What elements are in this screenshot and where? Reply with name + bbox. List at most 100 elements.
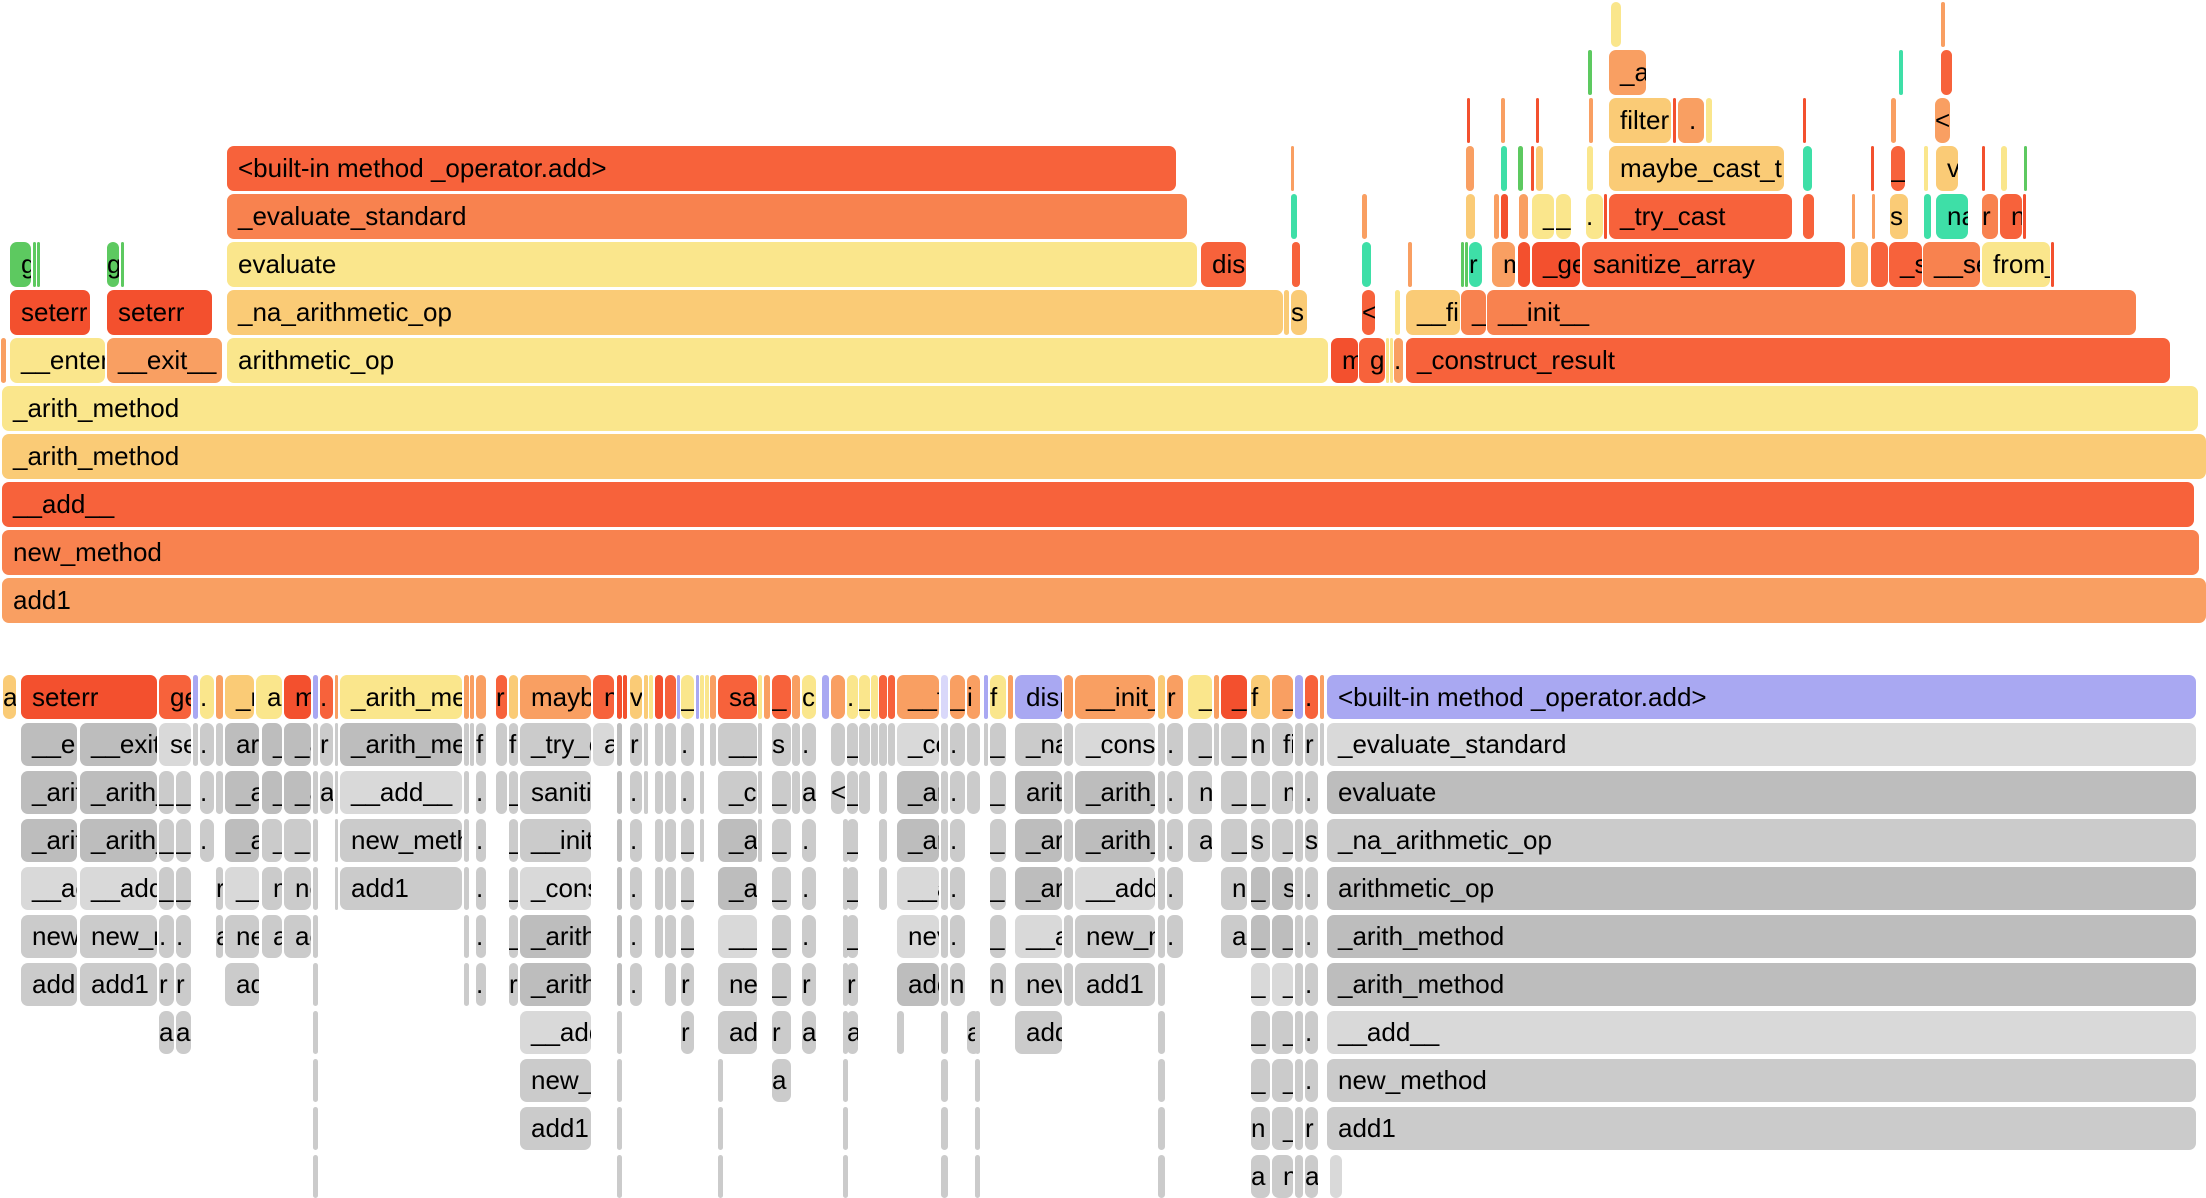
flame-bar[interactable]: ge <box>159 675 191 719</box>
flame-bar[interactable] <box>1803 146 1812 191</box>
flame-bar[interactable] <box>1588 50 1592 95</box>
caller-bar[interactable] <box>617 723 622 766</box>
flame-bar[interactable]: _ <box>1461 290 1486 335</box>
caller-bar[interactable] <box>843 1155 848 1198</box>
caller-bar[interactable]: add <box>897 963 939 1006</box>
caller-bar[interactable] <box>975 1107 980 1150</box>
caller-bar[interactable] <box>313 915 318 958</box>
caller-bar[interactable]: _ <box>1251 1011 1270 1054</box>
caller-bar[interactable]: < <box>831 771 845 814</box>
caller-bar[interactable] <box>871 723 878 766</box>
flame-bar[interactable] <box>476 675 486 719</box>
flame-bar[interactable] <box>1466 194 1475 239</box>
caller-bar[interactable]: _ <box>681 867 694 910</box>
caller-bar[interactable]: _a <box>284 723 311 766</box>
flame-bar[interactable] <box>649 675 653 719</box>
caller-bar[interactable]: . <box>630 819 642 862</box>
flame-bar[interactable] <box>941 675 948 719</box>
flame-bar[interactable] <box>193 675 198 719</box>
caller-bar[interactable] <box>792 723 800 766</box>
flame-bar[interactable]: _ <box>1272 675 1293 719</box>
flame-bar[interactable] <box>644 675 648 719</box>
caller-bar[interactable]: . <box>681 723 694 766</box>
flame-bar[interactable]: add1 <box>2 578 2206 623</box>
caller-bar[interactable] <box>617 1011 622 1054</box>
caller-bar[interactable] <box>1158 819 1165 862</box>
caller-bar[interactable] <box>843 1107 848 1150</box>
caller-bar[interactable]: a <box>176 1011 191 1054</box>
flame-bar[interactable]: m <box>1331 338 1358 383</box>
flame-bar[interactable] <box>1386 338 1389 383</box>
flame-bar[interactable] <box>1941 50 1952 95</box>
caller-bar[interactable] <box>193 723 198 766</box>
caller-bar[interactable]: r <box>681 963 694 1006</box>
caller-bar[interactable]: add1 <box>21 963 77 1006</box>
flame-bar[interactable] <box>1501 98 1505 143</box>
caller-bar[interactable] <box>1064 915 1073 958</box>
caller-bar[interactable] <box>216 723 223 766</box>
caller-bar[interactable] <box>1158 1155 1165 1198</box>
caller-bar[interactable]: _ <box>176 867 191 910</box>
caller-bar[interactable]: _ <box>1272 963 1293 1006</box>
caller-bar[interactable]: evaluate <box>1327 771 2196 814</box>
caller-bar[interactable] <box>1158 915 1165 958</box>
caller-bar[interactable]: r <box>320 723 333 766</box>
flame-bar[interactable] <box>1587 146 1593 191</box>
caller-bar[interactable]: _ar <box>897 771 939 814</box>
flame-bar[interactable] <box>700 675 704 719</box>
caller-bar[interactable]: . <box>1167 723 1183 766</box>
flame-bar[interactable]: r <box>1469 242 1482 287</box>
caller-bar[interactable] <box>464 915 469 958</box>
caller-bar[interactable]: _ <box>772 867 791 910</box>
caller-bar[interactable] <box>843 963 848 1006</box>
caller-bar[interactable] <box>1295 1155 1303 1198</box>
caller-bar[interactable]: . <box>802 819 816 862</box>
caller-bar[interactable] <box>313 1011 318 1054</box>
caller-bar[interactable]: _ar <box>1015 867 1062 910</box>
caller-bar[interactable] <box>941 1059 948 1102</box>
flame-bar[interactable] <box>2023 194 2026 239</box>
flame-bar[interactable]: . <box>1394 338 1403 383</box>
caller-bar[interactable] <box>879 723 887 766</box>
caller-bar[interactable] <box>700 723 704 766</box>
flame-bar[interactable] <box>1158 675 1165 719</box>
caller-bar[interactable]: m <box>1272 771 1293 814</box>
caller-bar[interactable]: r <box>1305 1107 1318 1150</box>
caller-bar[interactable]: nev <box>897 915 939 958</box>
caller-bar[interactable] <box>335 867 338 910</box>
caller-bar[interactable] <box>1330 1155 1342 1198</box>
caller-bar[interactable]: _ <box>509 819 518 862</box>
flame-bar[interactable] <box>831 675 845 719</box>
flame-bar[interactable] <box>1518 146 1523 191</box>
caller-bar[interactable]: fi <box>1272 723 1293 766</box>
flame-bar[interactable] <box>2024 146 2027 191</box>
caller-bar[interactable]: _ <box>176 771 191 814</box>
flame-bar[interactable] <box>984 675 988 719</box>
caller-bar[interactable] <box>1295 819 1303 862</box>
flame-bar[interactable]: . <box>847 675 858 719</box>
caller-bar[interactable]: a <box>216 915 223 958</box>
caller-bar[interactable]: ari <box>225 723 259 766</box>
caller-bar[interactable]: r <box>630 723 642 766</box>
caller-bar[interactable]: . <box>1305 771 1318 814</box>
caller-bar[interactable]: _ <box>262 819 282 862</box>
caller-bar[interactable]: _const <box>1075 723 1155 766</box>
caller-bar[interactable] <box>464 723 469 766</box>
caller-bar[interactable]: _ <box>509 915 518 958</box>
caller-bar[interactable]: . <box>802 915 816 958</box>
flame-bar[interactable] <box>1871 146 1874 191</box>
flame-bar[interactable] <box>121 242 124 287</box>
caller-bar[interactable] <box>941 819 948 862</box>
caller-bar[interactable] <box>655 771 663 814</box>
caller-bar[interactable]: r <box>847 963 858 1006</box>
caller-bar[interactable]: _arith <box>520 915 591 958</box>
caller-bar[interactable] <box>975 1011 980 1054</box>
caller-bar[interactable]: __add__ <box>1327 1011 2196 1054</box>
flame-bar[interactable] <box>1362 194 1367 239</box>
caller-bar[interactable] <box>655 915 663 958</box>
caller-bar[interactable]: a <box>320 771 333 814</box>
flame-bar[interactable] <box>1531 146 1534 191</box>
caller-bar[interactable]: __exit_ <box>80 723 157 766</box>
caller-bar[interactable] <box>941 1107 948 1150</box>
caller-bar[interactable] <box>941 963 948 1006</box>
